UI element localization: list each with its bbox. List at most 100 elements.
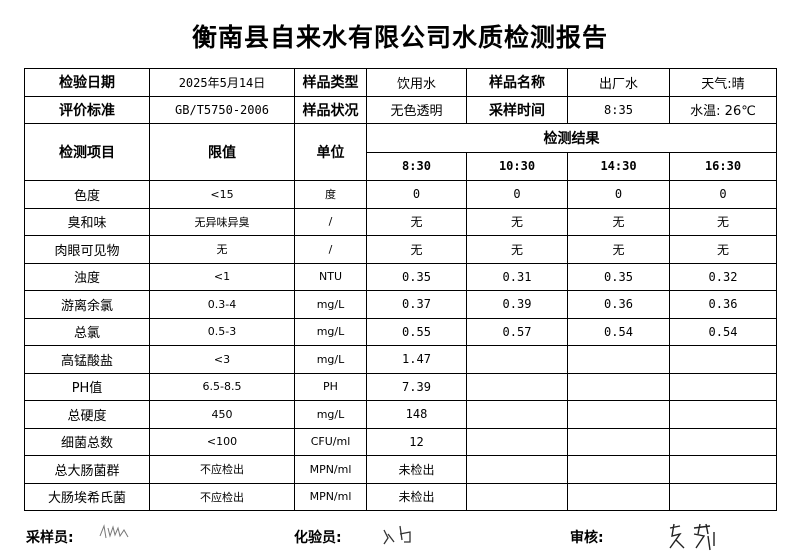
result-cell <box>567 455 670 484</box>
limit-cell: <100 <box>149 427 295 456</box>
result-cell <box>466 372 568 401</box>
reviewer-signature <box>669 523 715 551</box>
table-row: 细菌总数 <100 CFU/ml 12 <box>24 427 777 456</box>
item-cell: PH值 <box>24 372 150 401</box>
result-cell: 0.54 <box>669 317 777 346</box>
result-cell <box>669 372 777 401</box>
result-cell <box>466 345 568 374</box>
sampler-label: 采样员: <box>26 530 74 546</box>
result-cell: 1.47 <box>366 345 467 374</box>
value-cell: 饮用水 <box>366 68 467 97</box>
info-row-2: 评价标准 GB/T5750-2006 样品状况 无色透明 采样时间 8:35 水… <box>24 95 777 124</box>
result-cell: 无 <box>466 207 568 236</box>
result-cell <box>567 345 670 374</box>
result-cell: 无 <box>567 235 670 264</box>
result-cell: 0 <box>466 180 568 209</box>
label-cell: 样品名称 <box>466 68 568 97</box>
table-row: 总硬度 450 mg/L 148 <box>24 400 777 429</box>
item-cell: 游离余氯 <box>24 290 150 319</box>
item-cell: 总大肠菌群 <box>24 455 150 484</box>
time-header: 8:30 <box>366 151 467 181</box>
limit-cell: 不应检出 <box>149 482 295 511</box>
unit-cell: mg/L <box>294 290 367 319</box>
limit-cell: 无 <box>149 235 295 264</box>
result-cell <box>669 455 777 484</box>
info-row-1: 检验日期 2025年5月14日 样品类型 饮用水 样品名称 出厂水 天气:晴 <box>24 68 777 97</box>
label-cell: 样品状况 <box>294 95 367 124</box>
label-cell: 采样时间 <box>466 95 568 124</box>
value-cell: 8:35 <box>567 95 670 124</box>
item-cell: 浊度 <box>24 262 150 291</box>
unit-cell: / <box>294 235 367 264</box>
value-cell: 无色透明 <box>366 95 467 124</box>
table-row: 总大肠菌群 不应检出 MPN/ml 未检出 <box>24 455 777 484</box>
time-header: 16:30 <box>669 151 777 181</box>
report-table: 检验日期 2025年5月14日 样品类型 饮用水 样品名称 出厂水 天气:晴 评… <box>24 68 777 511</box>
item-cell: 高锰酸盐 <box>24 345 150 374</box>
result-cell <box>669 400 777 429</box>
result-cell: 无 <box>669 235 777 264</box>
value-cell: 水温: 26℃ <box>669 95 777 124</box>
header-row: 检测项目 限值 单位 检测结果 <box>24 123 777 181</box>
unit-cell: 度 <box>294 180 367 209</box>
tester-signature <box>383 525 411 545</box>
result-cell: 0.37 <box>366 290 467 319</box>
result-cell: 0.32 <box>669 262 777 291</box>
result-cell: 未检出 <box>366 455 467 484</box>
item-cell: 大肠埃希氏菌 <box>24 482 150 511</box>
result-cell: 无 <box>466 235 568 264</box>
result-cell <box>567 427 670 456</box>
header-item: 检测项目 <box>24 123 150 181</box>
result-cell: 无 <box>366 207 467 236</box>
header-times-row: 8:30 10:30 14:30 16:30 <box>25 151 777 181</box>
result-cell <box>466 427 568 456</box>
result-cell: 0.36 <box>669 290 777 319</box>
value-cell: 2025年5月14日 <box>149 68 295 97</box>
value-cell: GB/T5750-2006 <box>149 95 295 124</box>
limit-cell: 无异味异臭 <box>149 207 295 236</box>
unit-cell: MPN/ml <box>294 455 367 484</box>
item-cell: 臭和味 <box>24 207 150 236</box>
result-cell <box>669 427 777 456</box>
result-cell: 0.35 <box>567 262 670 291</box>
unit-cell: NTU <box>294 262 367 291</box>
result-cell: 无 <box>669 207 777 236</box>
result-cell <box>466 400 568 429</box>
result-cell: 0 <box>669 180 777 209</box>
result-cell: 0.36 <box>567 290 670 319</box>
unit-cell: CFU/ml <box>294 427 367 456</box>
limit-cell: 不应检出 <box>149 455 295 484</box>
result-cell <box>466 482 568 511</box>
table-row: 总氯 0.5-3 mg/L 0.55 0.57 0.54 0.54 <box>24 317 777 346</box>
time-header: 14:30 <box>567 151 670 181</box>
table-row: 肉眼可见物无 / 无无无无 <box>24 235 777 264</box>
result-cell <box>669 482 777 511</box>
result-cell <box>567 482 670 511</box>
result-cell: 0.54 <box>567 317 670 346</box>
table-row: PH值 6.5-8.5 PH 7.39 <box>24 372 777 401</box>
table-row: 高锰酸盐 <3 mg/L 1.47 <box>24 345 777 374</box>
unit-cell: mg/L <box>294 400 367 429</box>
result-cell <box>567 372 670 401</box>
limit-cell: <1 <box>149 262 295 291</box>
sampler-signature <box>99 524 129 539</box>
result-cell: 0.35 <box>366 262 467 291</box>
limit-cell: 0.5-3 <box>149 317 295 346</box>
report-title: 衡南县自来水有限公司水质检测报告 <box>191 23 608 52</box>
unit-cell: mg/L <box>294 317 367 346</box>
header-limit: 限值 <box>149 123 295 181</box>
value-cell: 出厂水 <box>567 68 670 97</box>
label-cell: 评价标准 <box>24 95 150 124</box>
header-results: 检测结果 <box>366 123 777 153</box>
unit-cell: mg/L <box>294 345 367 374</box>
label-cell: 检验日期 <box>24 68 150 97</box>
table-row: 大肠埃希氏菌 不应检出 MPN/ml 未检出 <box>24 482 777 511</box>
limit-cell: 0.3-4 <box>149 290 295 319</box>
result-cell: 0.57 <box>466 317 568 346</box>
result-cell: 148 <box>366 400 467 429</box>
limit-cell: 450 <box>149 400 295 429</box>
item-cell: 总氯 <box>24 317 150 346</box>
item-cell: 色度 <box>24 180 150 209</box>
table-row: 浊度 <1 NTU 0.35 0.31 0.35 0.32 <box>24 262 777 291</box>
item-cell: 肉眼可见物 <box>24 235 150 264</box>
